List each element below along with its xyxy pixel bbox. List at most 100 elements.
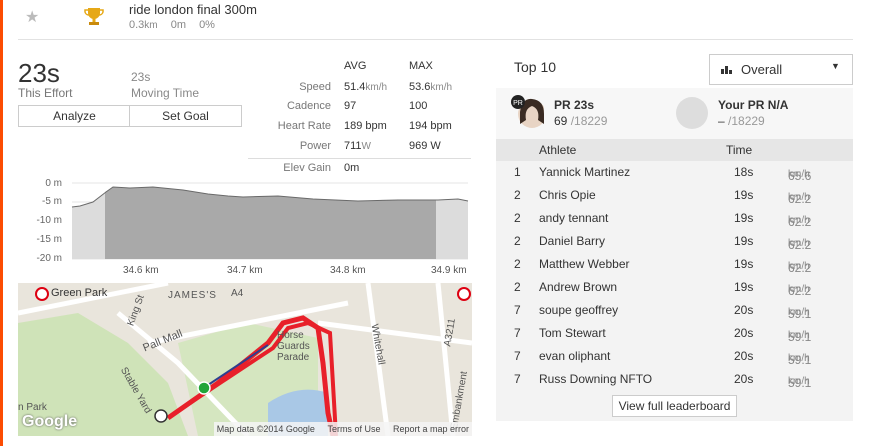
rank: 2 (514, 211, 521, 225)
stat-row-cadence: Cadence 97 100 (248, 96, 471, 116)
analyze-button[interactable]: Analyze (18, 105, 131, 127)
athlete-name[interactable]: Matthew Webber (539, 257, 630, 271)
effort-time: 23s (18, 58, 60, 88)
speed-value: 62.2 (788, 284, 812, 298)
speed-value: 59.1 (788, 353, 812, 367)
speed-unit: km/h (788, 192, 810, 203)
overall-dropdown[interactable]: Overall ▼ (709, 54, 853, 85)
stat-avg-value: 97 (344, 100, 357, 112)
leaderboard-row: 2 Daniel Barry 19s 62.2 km/h (496, 230, 853, 253)
speed-value: 59.1 (788, 330, 812, 344)
your-pr-rank-value: – (718, 114, 725, 128)
segment-grade: 0% (199, 19, 215, 31)
segment-title[interactable]: ride london final 300m (129, 2, 257, 17)
speed-value: 59.1 (788, 376, 812, 390)
stat-max-value: 969 W (409, 140, 441, 152)
leaderboard-footer: View full leaderboard (496, 391, 853, 421)
leaderboard-row: 7 Tom Stewart 20s 59.1 km/h (496, 322, 853, 345)
elevation-chart: 0 m -5 m -10 m -15 m -20 m 34.6 km 34.7 … (18, 178, 470, 278)
speed-value: 62.2 (788, 215, 812, 229)
map-terms-link[interactable]: Terms of Use (327, 424, 381, 434)
athlete-time[interactable]: 20s (734, 349, 754, 363)
google-logo: Google (22, 413, 78, 430)
athlete-name[interactable]: Chris Opie (539, 188, 596, 202)
pr-rank: 69 /18229 (554, 114, 607, 128)
speed-unit: km/h (788, 238, 810, 249)
athlete-name[interactable]: Tom Stewart (539, 326, 606, 340)
athlete-time[interactable]: 19s (734, 211, 754, 225)
map-label: n Park (18, 402, 47, 413)
athlete-time[interactable]: 19s (734, 234, 754, 248)
athlete-time[interactable]: 18s (734, 165, 754, 179)
athlete-name[interactable]: Yannick Martinez (539, 165, 631, 179)
rank: 2 (514, 188, 521, 202)
stat-avg-value: 189 bpm (344, 120, 387, 132)
leaderboard-row: 7 Russ Downing NFTO 20s 59.1 km/h (496, 368, 853, 391)
stat-avg-value: 51.4 (344, 81, 366, 93)
athlete-time[interactable]: 20s (734, 372, 754, 386)
col-athlete[interactable]: Athlete (539, 143, 577, 157)
road (317, 320, 472, 346)
finish-marker[interactable] (154, 409, 168, 423)
stat-max-value: 194 bpm (409, 120, 452, 132)
speed-unit: km/h (788, 215, 810, 226)
speed-value: 62.2 (788, 238, 812, 252)
map-report-link[interactable]: Report a map error (392, 424, 469, 434)
leaderboard-header: Athlete Time (496, 139, 853, 161)
athlete-name[interactable]: soupe geoffrey (539, 303, 619, 317)
segment-elevation: 0 (170, 19, 177, 31)
y-tick: -20 m (36, 253, 62, 264)
athlete-time[interactable]: 20s (734, 326, 754, 340)
x-tick: 34.9 km (431, 265, 467, 276)
leaderboard-title: Top 10 (514, 59, 557, 75)
y-tick: -10 m (36, 215, 62, 226)
col-time[interactable]: Time (726, 143, 753, 157)
set-goal-button[interactable]: Set Goal (129, 105, 242, 127)
athlete-name[interactable]: andy tennant (539, 211, 609, 225)
athlete-name[interactable]: evan oliphant (539, 349, 611, 363)
speed-unit: km/h (788, 307, 810, 318)
stats-table: Speed 51.4km/h 53.6km/h Cadence 97 100 H… (248, 76, 471, 179)
road (116, 311, 250, 436)
leaderboard-row: 2 Matthew Webber 19s 62.2 km/h (496, 253, 853, 276)
map-attribution: Map data ©2014 Google Terms of Use Repor… (213, 422, 472, 436)
y-tick: 0 m (45, 178, 62, 189)
athlete-time[interactable]: 20s (734, 303, 754, 317)
view-full-leaderboard-button[interactable]: View full leaderboard (612, 395, 737, 417)
stat-label: Elev Gain (283, 162, 331, 174)
tube-icon-east (457, 287, 471, 301)
leaderboard-row: 1 Yannick Martinez 18s 65.6 km/h (496, 161, 853, 184)
segment-distance-unit: km (144, 20, 158, 31)
start-marker[interactable] (197, 381, 211, 395)
rank: 7 (514, 349, 521, 363)
leaderboard-row: 2 Chris Opie 19s 62.2 km/h (496, 184, 853, 207)
tube-icon (35, 287, 49, 301)
speed-value: 62.2 (788, 261, 812, 275)
map-label: Green Park (51, 287, 108, 299)
leaderboard-row: 7 evan oliphant 20s 59.1 km/h (496, 345, 853, 368)
leaderboard-row: 7 soupe geoffrey 20s 59.1 km/h (496, 299, 853, 322)
star-icon[interactable]: ★ (25, 9, 40, 26)
dropdown-label: Overall (741, 62, 783, 77)
stat-avg-value: 0m (344, 162, 360, 174)
your-pr-label: Your PR N/A (718, 98, 789, 112)
athlete-time[interactable]: 19s (734, 257, 754, 271)
stat-max-unit: km/h (430, 82, 453, 93)
map-label: Horse Guards Parade (277, 330, 310, 363)
stat-row-heart-rate: Heart Rate 189 bpm 194 bpm (248, 116, 471, 136)
speed-unit: km/h (788, 169, 810, 180)
stat-avg: 711W (344, 140, 371, 152)
speed-unit: km/h (788, 353, 810, 364)
athlete-name[interactable]: Daniel Barry (539, 234, 606, 248)
athlete-name[interactable]: Andrew Brown (539, 280, 618, 294)
athlete-time[interactable]: 19s (734, 188, 754, 202)
route-map[interactable]: Green Park JAMES'S King St Pall Mall A4 … (18, 283, 472, 436)
athlete-name[interactable]: Russ Downing NFTO (539, 372, 653, 386)
elevation-area-segment (105, 187, 436, 259)
stat-avg-value: 711 (344, 140, 362, 152)
stat-max: 53.6km/h (409, 81, 452, 93)
map-label: A4 (231, 288, 244, 299)
athlete-time[interactable]: 19s (734, 280, 754, 294)
road (435, 283, 456, 436)
accent-bar (0, 0, 3, 446)
